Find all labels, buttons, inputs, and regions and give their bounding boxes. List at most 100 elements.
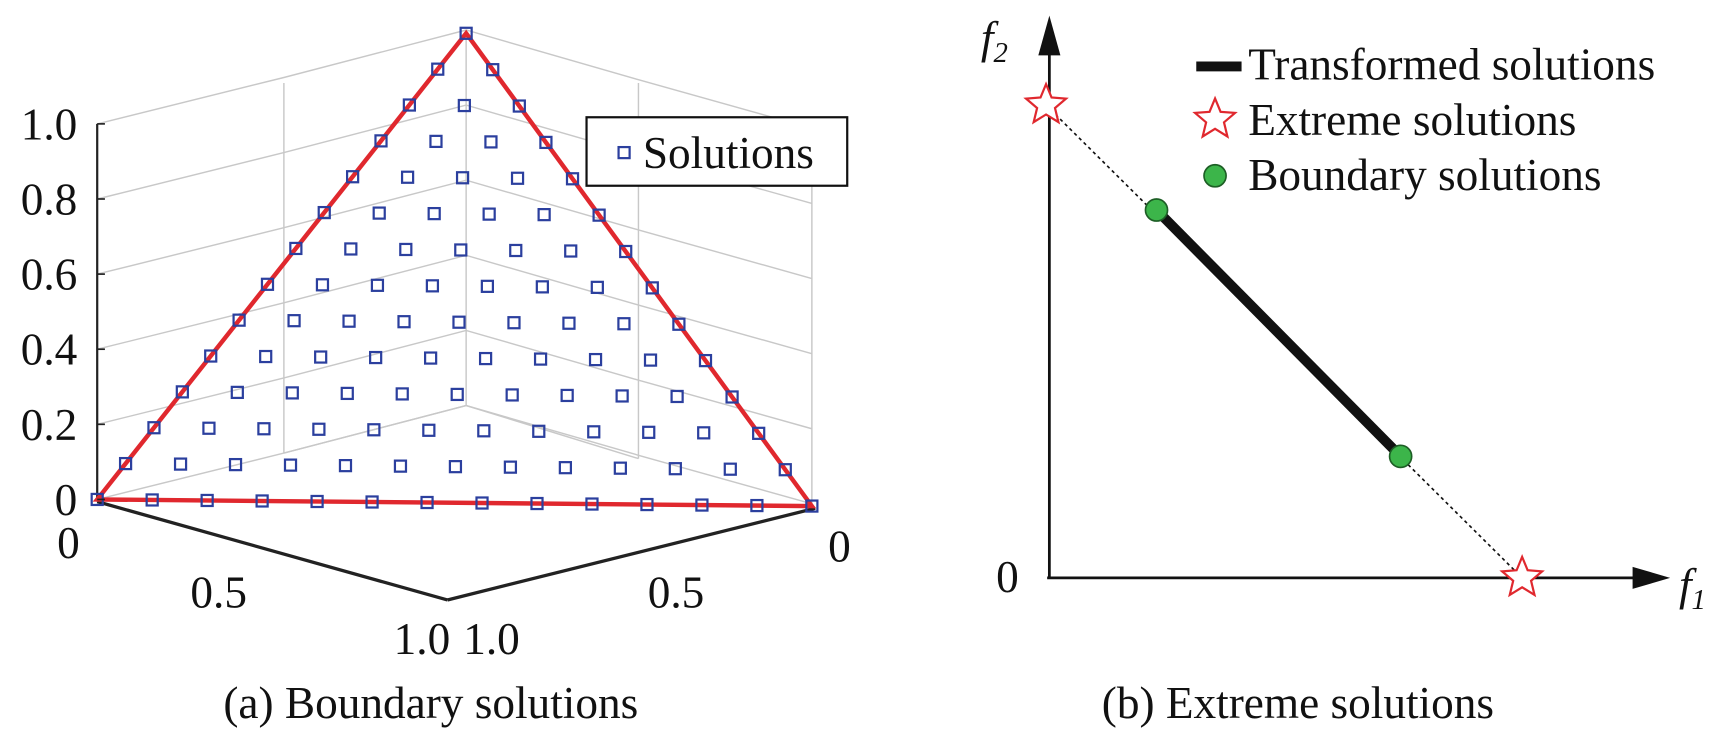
solution-point xyxy=(695,498,709,512)
solution-point xyxy=(365,495,379,509)
solution-point xyxy=(752,426,766,440)
extreme-line xyxy=(1045,104,1523,579)
solution-point xyxy=(530,496,544,511)
solution-point xyxy=(397,315,411,329)
solution-points xyxy=(173,98,737,476)
solution-point xyxy=(587,425,601,439)
solution-point xyxy=(778,463,792,477)
solution-point xyxy=(287,314,301,328)
solution-point xyxy=(399,242,413,257)
solution-point xyxy=(565,172,580,186)
solution-point xyxy=(477,424,491,438)
solution-point xyxy=(512,99,526,113)
solution-point xyxy=(645,281,659,295)
y-arrow xyxy=(1038,15,1061,56)
solution-point xyxy=(255,494,269,508)
floor-tick: 0.5 xyxy=(648,568,705,618)
x-arrow xyxy=(1632,566,1671,589)
floor-tick: 0 xyxy=(828,521,851,571)
solution-point xyxy=(539,135,553,150)
solution-point xyxy=(588,352,603,367)
z-tick-label: 0.8 xyxy=(21,174,78,224)
solution-point xyxy=(592,208,606,222)
solution-point xyxy=(372,206,386,220)
solution-point xyxy=(558,461,573,475)
solution-point xyxy=(535,280,549,294)
x-axis-label: f1 xyxy=(1679,560,1706,616)
solution-points-front xyxy=(90,26,819,513)
solution-point xyxy=(423,351,438,365)
solution-point xyxy=(698,353,713,368)
legend-label: Extreme solutions xyxy=(1248,95,1576,145)
solution-point xyxy=(533,352,548,366)
floor-tick: 1.0 xyxy=(394,614,451,664)
solution-point xyxy=(175,385,189,399)
solution-point xyxy=(643,353,658,367)
extreme-point xyxy=(1499,553,1545,598)
solution-point xyxy=(340,386,354,401)
floor-axis xyxy=(96,500,448,602)
extreme-point xyxy=(1192,95,1238,139)
solution-point xyxy=(338,459,353,473)
solution-point xyxy=(590,280,604,294)
origin-label: 0 xyxy=(996,552,1019,602)
solution-point xyxy=(370,278,385,292)
grid-line xyxy=(283,404,467,454)
solution-point xyxy=(480,279,495,293)
boundary-point xyxy=(1388,444,1413,469)
solution-point xyxy=(420,495,434,510)
solution-point xyxy=(452,315,466,329)
solution-point xyxy=(228,457,243,472)
solution-point xyxy=(202,421,216,435)
solution-point xyxy=(478,351,493,366)
solution-point xyxy=(448,460,463,474)
legend-label: Transformed solutions xyxy=(1248,40,1655,90)
solution-point xyxy=(393,459,408,473)
solution-point xyxy=(257,422,271,436)
solution-point xyxy=(562,316,576,330)
solution-point xyxy=(459,26,473,40)
solution-point xyxy=(642,425,656,439)
z-tick-label: 0 xyxy=(55,475,78,525)
solution-point xyxy=(725,390,739,404)
solution-point xyxy=(315,278,330,292)
extreme-point xyxy=(1023,81,1069,125)
solution-point xyxy=(314,350,328,364)
solution-point xyxy=(670,389,684,404)
solution-point xyxy=(230,385,244,400)
solution-point xyxy=(617,317,631,331)
solution-point xyxy=(560,388,574,403)
grid-line xyxy=(465,404,639,460)
solution-point xyxy=(455,171,470,185)
solution-point xyxy=(342,314,356,328)
grid-line xyxy=(97,254,813,355)
solution-point xyxy=(429,134,443,149)
solution-point xyxy=(482,207,496,221)
solution-point xyxy=(232,313,246,327)
solution-point xyxy=(400,170,415,184)
solution-point xyxy=(118,456,133,471)
solution-point xyxy=(283,458,298,472)
floor-axis xyxy=(446,506,816,602)
legend-label: Solutions xyxy=(643,128,814,178)
solution-point xyxy=(425,279,440,293)
solution-point xyxy=(805,499,819,513)
solution-point xyxy=(640,497,654,512)
grid-line xyxy=(97,329,813,430)
solution-point xyxy=(344,242,358,256)
solution-point xyxy=(345,170,360,184)
solution-point xyxy=(668,462,682,476)
solution-point xyxy=(672,317,686,331)
legend-label: Boundary solutions xyxy=(1248,150,1601,200)
solution-point xyxy=(615,389,629,403)
panel-b: f2 f1 0 Transformed solutions Extreme so… xyxy=(981,13,1706,728)
caption: (b) Extreme solutions xyxy=(1102,678,1494,728)
solution-point xyxy=(505,388,519,402)
y-axis-label: f2 xyxy=(981,13,1008,69)
floor-tick: 0 xyxy=(57,518,80,568)
solution-point xyxy=(697,426,711,440)
caption: (a) Boundary solutions xyxy=(223,678,638,728)
solution-point xyxy=(369,350,383,365)
solution-point xyxy=(145,493,159,507)
solution-point xyxy=(431,62,445,76)
